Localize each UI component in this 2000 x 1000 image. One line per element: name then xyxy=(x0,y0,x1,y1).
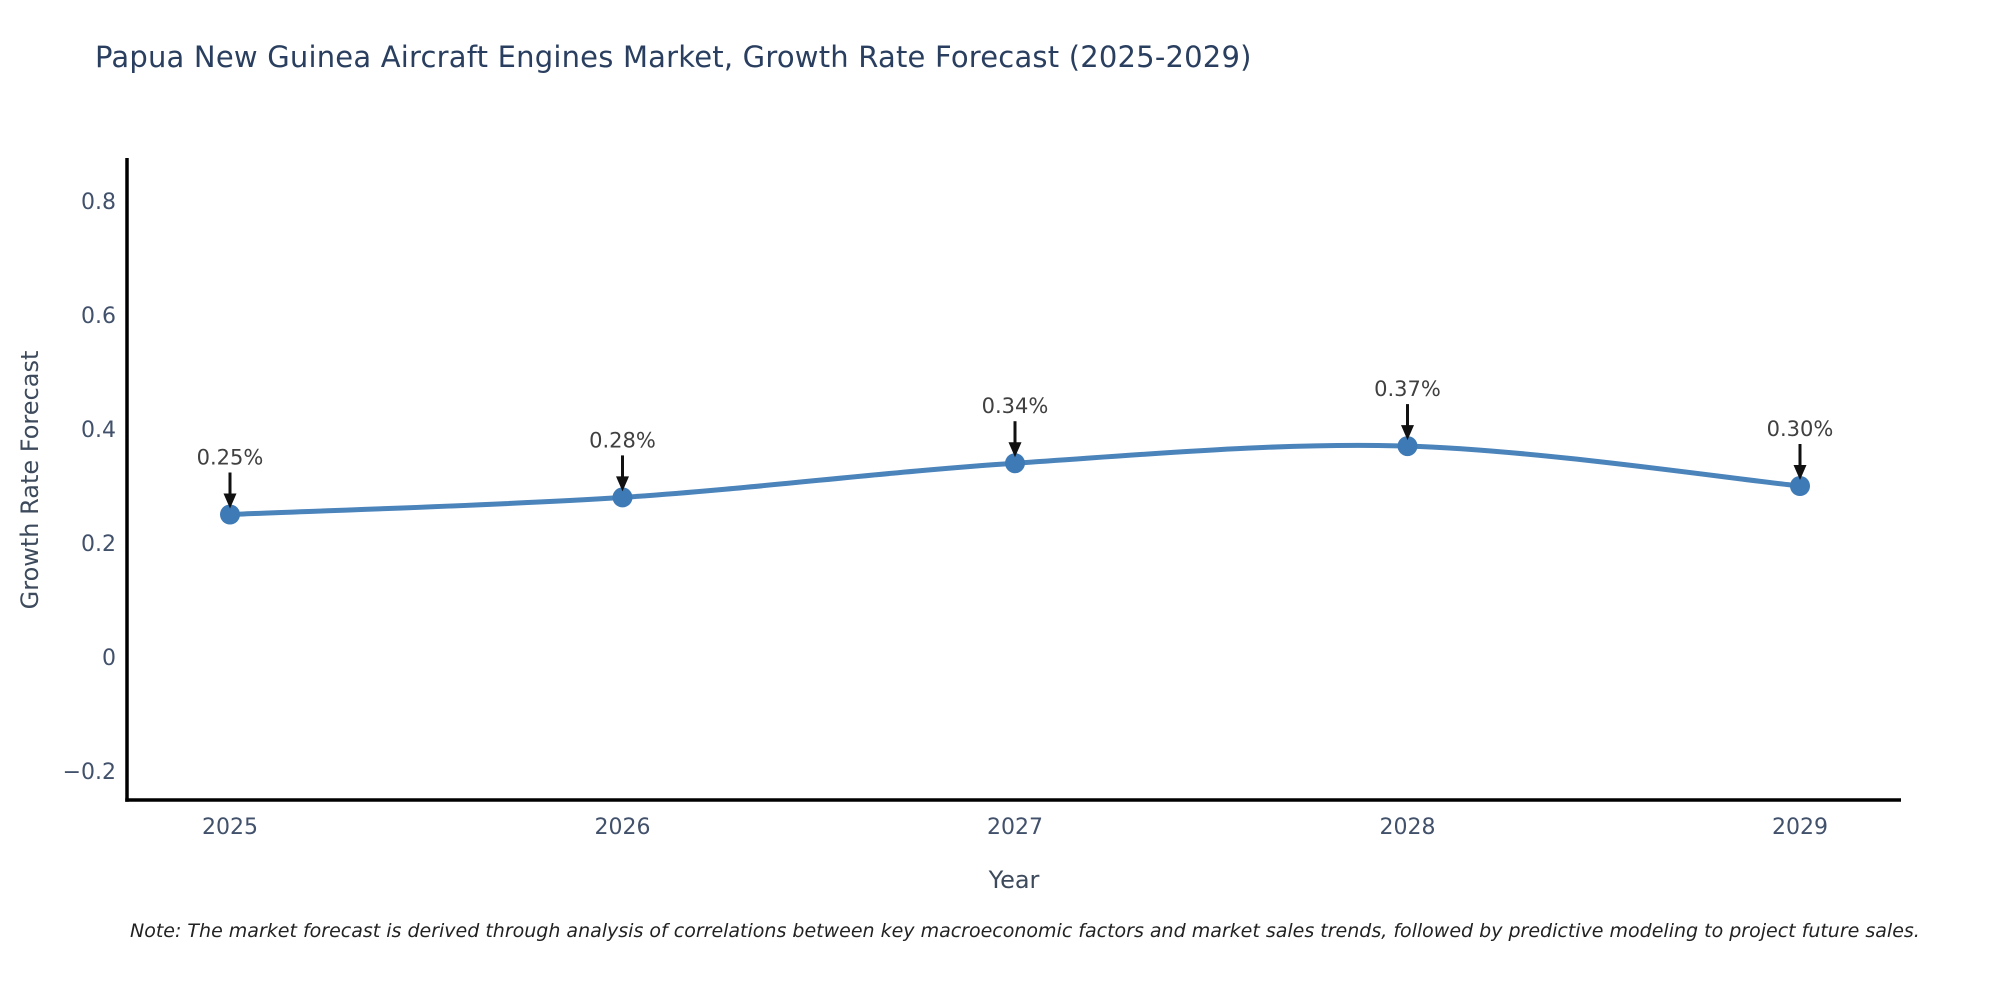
data-point-marker xyxy=(1790,476,1810,496)
data-point-marker xyxy=(220,504,240,525)
axes xyxy=(125,158,1901,802)
x-tick-label: 2028 xyxy=(1380,815,1436,840)
annotation-arrow-head xyxy=(616,476,629,492)
x-tick-label: 2029 xyxy=(1772,815,1828,840)
x-tick-labels: 2025 2026 2027 2028 2029 xyxy=(202,815,1828,840)
annotation-arrow-head xyxy=(1401,425,1414,441)
chart-title: Papua New Guinea Aircraft Engines Market… xyxy=(95,40,1252,74)
y-tick-label: 0.4 xyxy=(81,418,116,443)
y-tick-label: −0.2 xyxy=(63,760,116,785)
data-point-label: 0.30% xyxy=(1767,417,1834,441)
data-point-label: 0.25% xyxy=(197,446,264,470)
y-tick-labels: −0.2 0 0.2 0.4 0.6 0.8 xyxy=(63,190,116,785)
data-point-marker xyxy=(612,487,633,508)
data-point-label: 0.34% xyxy=(982,394,1049,418)
data-point-marker xyxy=(1005,453,1025,474)
data-point-marker xyxy=(1397,436,1418,457)
x-axis-title: Year xyxy=(988,866,1040,894)
x-tick-label: 2025 xyxy=(202,815,258,840)
x-tick-label: 2026 xyxy=(595,815,651,840)
data-point-label: 0.37% xyxy=(1374,377,1441,401)
y-tick-label: 0.6 xyxy=(81,304,116,329)
point-annotations: 0.25% 0.28% 0.34% 0.37% 0.30% xyxy=(197,377,1834,509)
forecast-series xyxy=(220,436,1810,525)
y-tick-label: 0.2 xyxy=(81,532,116,557)
data-point-label: 0.28% xyxy=(589,428,656,452)
x-tick-label: 2027 xyxy=(987,815,1043,840)
annotation-arrow-head xyxy=(1793,465,1807,480)
y-tick-label: 0 xyxy=(102,646,116,671)
y-axis-title: Growth Rate Forecast xyxy=(16,351,44,610)
footnote: Note: The market forecast is derived thr… xyxy=(130,920,1920,942)
annotation-arrow-head xyxy=(1008,442,1022,458)
annotation-arrow-head xyxy=(223,493,237,509)
y-tick-label: 0.8 xyxy=(81,190,116,215)
